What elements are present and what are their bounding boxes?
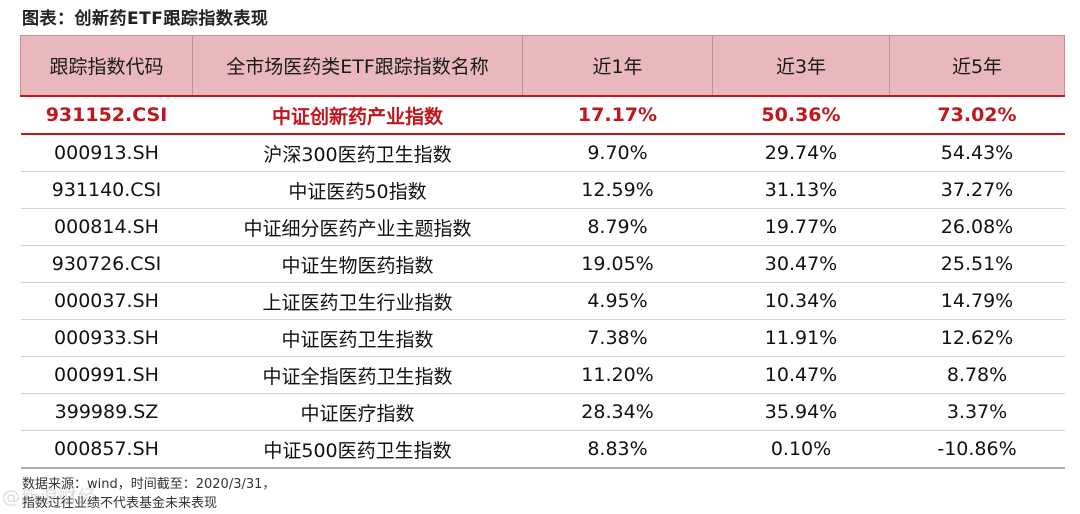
cell-name: 中证细分医药产业主题指数 — [192, 208, 523, 246]
source-note: 数据来源：wind，时间截至：2020/3/31， 指数过往业绩不代表基金未来表… — [22, 475, 275, 513]
cell-code: 000933.SH — [20, 319, 193, 357]
cell-3y: 0.10% — [712, 430, 890, 469]
cell-name: 中证医药50指数 — [192, 171, 523, 209]
table-row: 000857.SH 中证500医药卫生指数 8.83% 0.10% -10.86… — [20, 430, 1065, 469]
cell-name: 中证创新药产业指数 — [192, 95, 523, 135]
cell-3y: 29.74% — [712, 134, 890, 172]
cell-3y: 31.13% — [712, 171, 890, 209]
cell-5y: 26.08% — [889, 208, 1065, 246]
header-5y: 近5年 — [889, 35, 1065, 97]
cell-3y: 35.94% — [712, 393, 890, 431]
cell-5y: 12.62% — [889, 319, 1065, 357]
cell-name: 上证医药卫生行业指数 — [192, 282, 523, 320]
cell-5y: 8.78% — [889, 356, 1065, 394]
cell-code: 000814.SH — [20, 208, 193, 246]
cell-name: 中证500医药卫生指数 — [192, 430, 523, 469]
cell-3y: 10.34% — [712, 282, 890, 320]
cell-5y: 54.43% — [889, 134, 1065, 172]
table-row: 000933.SH 中证医药卫生指数 7.38% 11.91% 12.62% — [20, 319, 1065, 357]
cell-5y: 25.51% — [889, 245, 1065, 283]
cell-1y: 7.38% — [522, 319, 713, 357]
cell-code: 000037.SH — [20, 282, 193, 320]
table-row: 000991.SH 中证全指医药卫生指数 11.20% 10.47% 8.78% — [20, 356, 1065, 394]
cell-name: 沪深300医药卫生指数 — [192, 134, 523, 172]
cell-5y: 14.79% — [889, 282, 1065, 320]
cell-1y: 17.17% — [522, 95, 713, 135]
watermark-text: @新浪财经 — [2, 487, 97, 508]
header-1y: 近1年 — [522, 35, 713, 97]
cell-5y: 73.02% — [889, 95, 1065, 135]
table-row: 931140.CSI 中证医药50指数 12.59% 31.13% 37.27% — [20, 171, 1065, 209]
header-name: 全市场医药类ETF跟踪指数名称 — [192, 35, 523, 97]
table-row: 399989.SZ 中证医疗指数 28.34% 35.94% 3.37% — [20, 393, 1065, 431]
table-row: 930726.CSI 中证生物医药指数 19.05% 30.47% 25.51% — [20, 245, 1065, 283]
cell-code: 000913.SH — [20, 134, 193, 172]
cell-name: 中证全指医药卫生指数 — [192, 356, 523, 394]
cell-name: 中证生物医药指数 — [192, 245, 523, 283]
header-code: 跟踪指数代码 — [20, 35, 193, 97]
table-row: 000913.SH 沪深300医药卫生指数 9.70% 29.74% 54.43… — [20, 134, 1065, 172]
cell-code: 931140.CSI — [20, 171, 193, 209]
table-row: 000814.SH 中证细分医药产业主题指数 8.79% 19.77% 26.0… — [20, 208, 1065, 246]
cell-1y: 12.59% — [522, 171, 713, 209]
cell-1y: 4.95% — [522, 282, 713, 320]
cell-3y: 19.77% — [712, 208, 890, 246]
disclaimer-line: 指数过往业绩不代表基金未来表现 — [22, 496, 218, 511]
source-line: 数据来源：wind，时间截至：2020/3/31， — [22, 477, 276, 492]
cell-5y: 37.27% — [889, 171, 1065, 209]
figure-title: 图表：创新药ETF跟踪指数表现 — [22, 9, 269, 29]
cell-name: 中证医疗指数 — [192, 393, 523, 431]
cell-1y: 11.20% — [522, 356, 713, 394]
cell-3y: 50.36% — [712, 95, 890, 135]
table-header-row: 跟踪指数代码 全市场医药类ETF跟踪指数名称 近1年 近3年 近5年 — [20, 35, 1065, 97]
cell-code: 399989.SZ — [20, 393, 193, 431]
cell-5y: 3.37% — [889, 393, 1065, 431]
cell-5y: -10.86% — [889, 430, 1065, 469]
cell-1y: 8.83% — [522, 430, 713, 469]
cell-1y: 8.79% — [522, 208, 713, 246]
cell-code: 000991.SH — [20, 356, 193, 394]
index-performance-table: 跟踪指数代码 全市场医药类ETF跟踪指数名称 近1年 近3年 近5年 93115… — [20, 35, 1065, 469]
header-3y: 近3年 — [712, 35, 890, 97]
cell-code: 930726.CSI — [20, 245, 193, 283]
cell-1y: 19.05% — [522, 245, 713, 283]
cell-code: 931152.CSI — [20, 95, 193, 135]
table-row: 000037.SH 上证医药卫生行业指数 4.95% 10.34% 14.79% — [20, 282, 1065, 320]
cell-1y: 9.70% — [522, 134, 713, 172]
cell-1y: 28.34% — [522, 393, 713, 431]
cell-3y: 11.91% — [712, 319, 890, 357]
cell-3y: 10.47% — [712, 356, 890, 394]
table-row-highlight: 931152.CSI 中证创新药产业指数 17.17% 50.36% 73.02… — [20, 95, 1065, 135]
cell-code: 000857.SH — [20, 430, 193, 469]
cell-3y: 30.47% — [712, 245, 890, 283]
cell-name: 中证医药卫生指数 — [192, 319, 523, 357]
